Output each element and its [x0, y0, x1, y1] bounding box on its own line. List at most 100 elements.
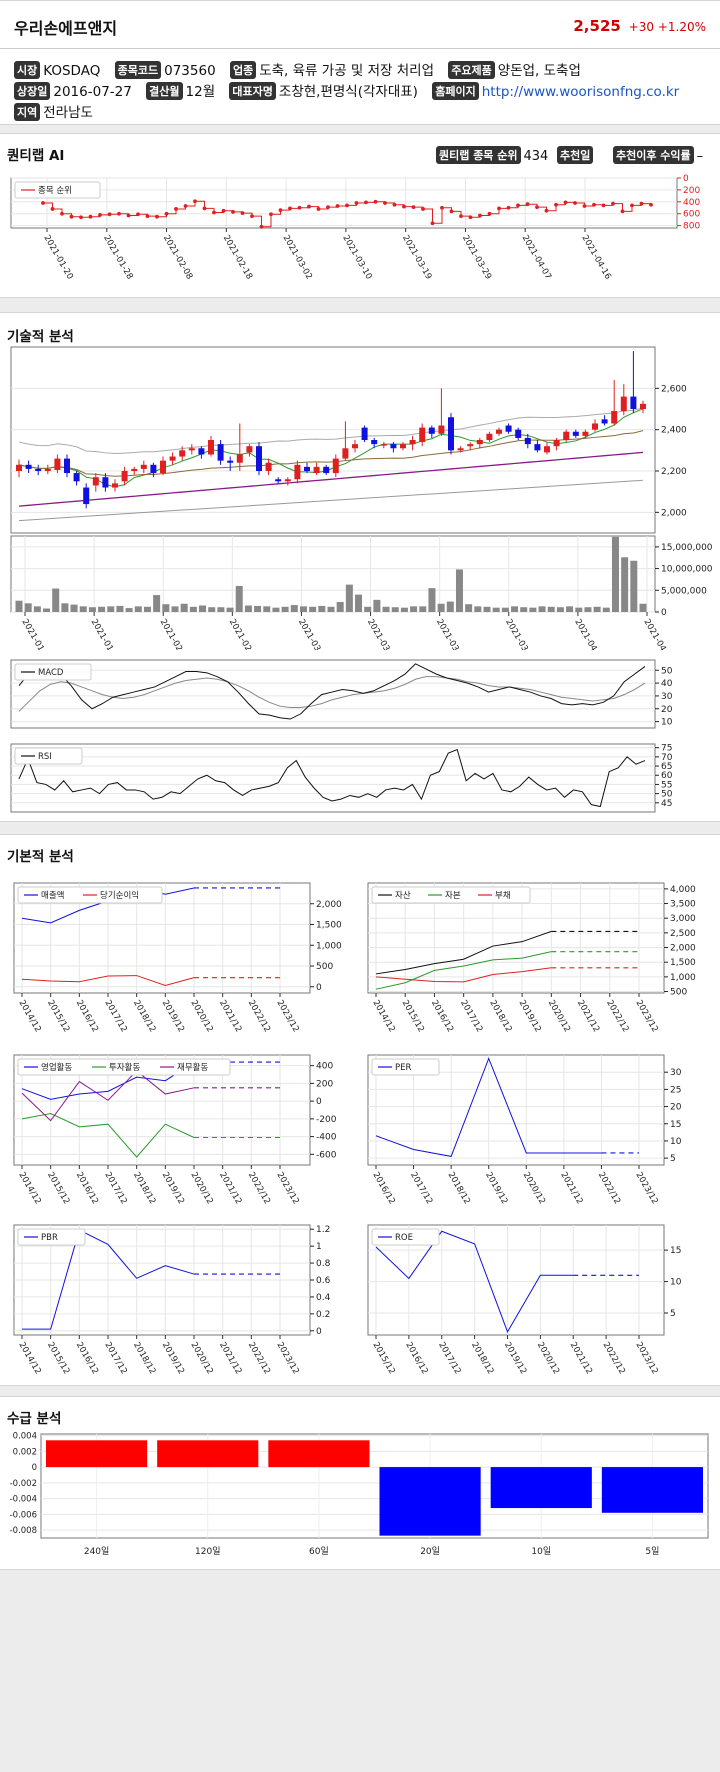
per-chart: 5 10 15 20 25 30 2016/12 2017/12 2018/12 2019/12 2…: [367, 1054, 682, 1206]
y-tick-label: 500: [316, 962, 333, 972]
x-tick-label: 2019/12: [517, 999, 543, 1035]
y-tick-label: 15: [670, 1120, 681, 1130]
rank-point: [240, 211, 245, 216]
y-tick-label: 10: [661, 718, 673, 728]
fundamental-panel: 기본적 분석 0 500 1,000 1,500 2,000 2014/12 2015/12…: [0, 834, 720, 1386]
x-tick-label: 2016/12: [74, 1171, 100, 1207]
candle-body: [342, 448, 349, 459]
x-tick-label: 2018/12: [131, 999, 157, 1035]
legend-label: 부채: [495, 890, 511, 901]
candle-body: [246, 446, 253, 453]
technical-panel: 기술적 분석 2,000 2,200 2,400 2,600 0 5,000,000 10…: [0, 312, 720, 822]
volume-bar: [501, 607, 509, 612]
candle-body: [572, 431, 579, 436]
candle-body: [64, 458, 70, 474]
volume-chart: 0 5,000,000 10,000,000 15,000,000 2021-01-20…: [10, 535, 713, 651]
rank-point: [649, 202, 653, 207]
volume-bar: [538, 606, 546, 612]
x-tick-label: 20일: [420, 1546, 440, 1557]
x-tick-label: 2021-03-02: [296, 618, 329, 651]
candle-body: [524, 437, 531, 445]
x-tick-label: 60일: [309, 1546, 329, 1557]
homepage-link[interactable]: http://www.woorisonfng.co.kr: [481, 84, 680, 100]
volume-bar: [602, 607, 610, 612]
x-tick-label: 2021-04-16: [579, 234, 612, 282]
volume-bar: [263, 606, 271, 612]
candle-body: [620, 396, 627, 412]
candle-body: [448, 417, 454, 451]
y-tick-label: 2,200: [661, 467, 687, 477]
supply-bar: [601, 1467, 703, 1513]
x-tick-label: 2019/12: [160, 1171, 186, 1207]
ma-short-line: [18, 408, 644, 488]
price-change-pct: +1.20%: [657, 20, 706, 34]
y-tick-label: 10: [670, 1137, 682, 1147]
rank-point: [126, 213, 131, 218]
rank-point: [345, 203, 349, 208]
volume-bar: [180, 603, 188, 612]
volume-bar: [88, 607, 96, 612]
legend-box: [14, 663, 92, 681]
rank-point: [278, 208, 283, 213]
x-tick-label: 2021/12: [568, 1341, 594, 1377]
candle-body: [438, 425, 445, 434]
candle-body: [553, 440, 560, 447]
homepage-tag: 홈페이지: [432, 82, 479, 100]
volume-bar: [511, 606, 519, 612]
rank-point: [592, 202, 596, 207]
x-tick-label: 2015/12: [400, 999, 426, 1035]
y-tick-label: 40: [661, 679, 673, 689]
candle-body: [227, 460, 234, 463]
x-tick-label: 2021/12: [217, 1341, 243, 1377]
y-tick-label: 20: [670, 1103, 682, 1113]
rank-point: [620, 209, 625, 214]
legend-label: 매출액: [41, 890, 64, 901]
ma-long-line: [18, 451, 644, 507]
x-tick-label: 2021-04-16: [641, 618, 674, 651]
candle-body: [563, 431, 570, 440]
y-tick-label: 0: [32, 1463, 37, 1473]
x-tick-label: 2023/12: [633, 999, 659, 1035]
x-tick-label: 2014/12: [16, 999, 42, 1035]
candle-body: [352, 444, 358, 449]
candle-body: [83, 487, 90, 505]
y-tick-label: 15: [670, 1246, 681, 1256]
price-change: +30: [628, 20, 654, 34]
volume-bar: [116, 605, 124, 612]
volume-bar: [143, 606, 151, 612]
plot-frame: [10, 535, 656, 613]
volume-bar: [15, 600, 23, 612]
y-tick-label: 0.004: [13, 1432, 37, 1442]
candle-body: [457, 448, 464, 451]
volume-bar: [235, 585, 243, 612]
volume-bar: [327, 606, 335, 612]
x-tick-label: 2017/12: [102, 1341, 128, 1377]
y-tick-label: 200: [683, 186, 700, 196]
x-tick-label: 2016/12: [74, 999, 100, 1035]
x-tick-label: 2022/12: [601, 1341, 627, 1377]
candle-body: [304, 466, 310, 471]
volume-bar: [611, 536, 619, 612]
y-tick-label: 0: [683, 174, 689, 184]
y-tick-label: 30: [670, 1068, 682, 1078]
y-tick-label: 5: [670, 1154, 676, 1164]
rank-point: [573, 201, 577, 205]
c-macd-line: [18, 663, 646, 720]
x-tick-label: 2017/12: [102, 999, 128, 1035]
x-tick-label: 2021-01-28: [89, 618, 122, 651]
rank-point: [297, 205, 302, 210]
candle-body: [390, 444, 397, 449]
supply-bar: [268, 1440, 370, 1468]
y-tick-label: 2,000: [661, 508, 687, 518]
x-tick-label: 2022/12: [246, 999, 272, 1035]
legend-box: [17, 1228, 86, 1246]
legend-label: ROE: [395, 1233, 413, 1243]
candle-body: [534, 444, 541, 451]
candle-body: [160, 460, 166, 474]
y-tick-label: -600: [316, 1150, 337, 1160]
y-tick-label: 0: [316, 1097, 322, 1107]
rank-point: [535, 205, 539, 210]
y-tick-label: 2,400: [661, 426, 687, 436]
rank-point: [516, 203, 520, 208]
y-tick-label: 2,600: [661, 384, 687, 394]
